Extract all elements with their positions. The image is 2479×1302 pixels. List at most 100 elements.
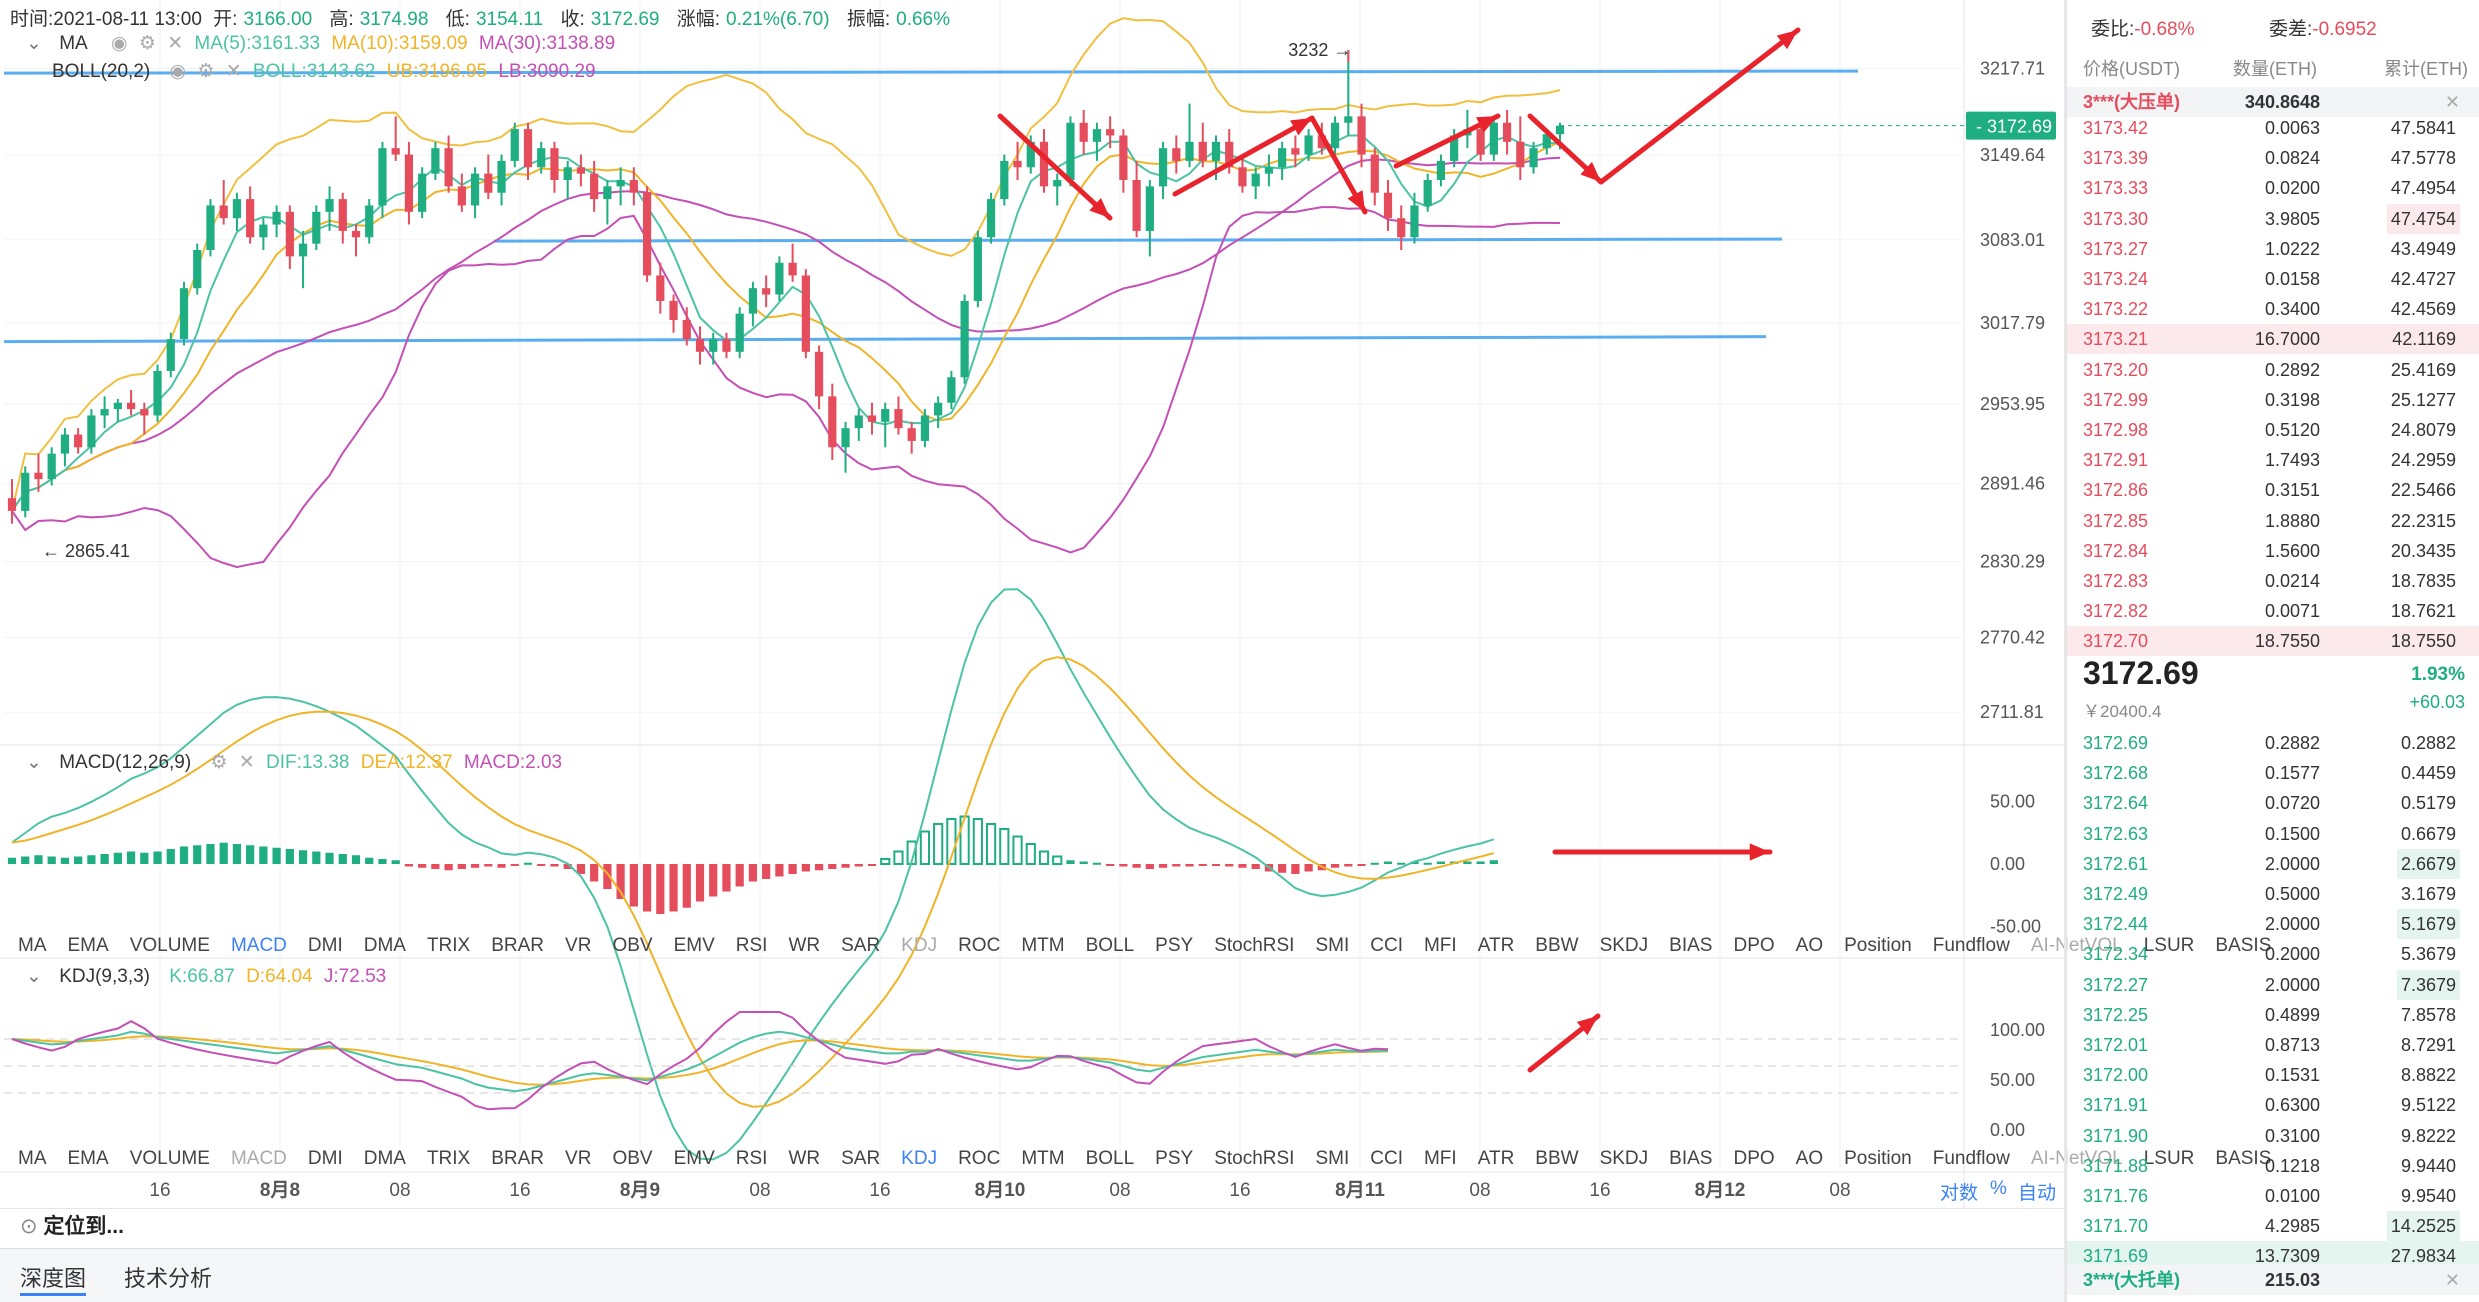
ask-row[interactable]: 3172.98 0.5120 24.8079 xyxy=(2067,415,2479,445)
ask-row[interactable]: 3173.24 0.0158 42.4727 xyxy=(2067,264,2479,294)
bid-row[interactable]: 3172.64 0.0720 0.5179 xyxy=(2067,788,2479,818)
indicator-tab-trix[interactable]: TRIX xyxy=(426,935,471,956)
ask-row[interactable]: 3173.20 0.2892 25.4169 xyxy=(2067,355,2479,385)
collapse-icon[interactable]: ⌄ xyxy=(26,33,42,54)
indicator-tab-basis[interactable]: BASIS xyxy=(2215,1148,2272,1169)
indicator-tab-vr[interactable]: VR xyxy=(565,1148,592,1169)
eye-icon[interactable]: ◉ xyxy=(169,61,187,82)
ask-wall-row[interactable]: 3***(大压单) 340.8648 ✕ xyxy=(2067,87,2479,117)
indicator-tab-dma[interactable]: DMA xyxy=(363,935,406,956)
bid-row[interactable]: 3171.70 4.2985 14.2525 xyxy=(2067,1211,2479,1242)
bid-row[interactable]: 3172.27 2.0000 7.3679 xyxy=(2067,969,2479,1000)
indicator-tab-ma[interactable]: MA xyxy=(18,1148,47,1169)
axis-option-log[interactable]: 对数 xyxy=(1940,1183,1979,1204)
indicator-tab-ema[interactable]: EMA xyxy=(67,935,109,956)
eye-icon[interactable]: ◉ xyxy=(110,33,128,54)
panel-divider[interactable] xyxy=(2064,0,2066,1302)
indicator-tab-lsur[interactable]: LSUR xyxy=(2143,1148,2195,1169)
indicator-tab-volume[interactable]: VOLUME xyxy=(129,935,210,956)
axis-option-percent[interactable]: % xyxy=(1990,1178,2007,1199)
indicator-tab-stochrsi[interactable]: StochRSI xyxy=(1214,1148,1295,1169)
indicator-tab-wr[interactable]: WR xyxy=(788,1148,821,1169)
bid-row[interactable]: 3171.88 0.1218 9.9440 xyxy=(2067,1151,2479,1181)
tab-depth-chart[interactable]: 深度图 xyxy=(20,1261,87,1296)
indicator-tab-dmi[interactable]: DMI xyxy=(307,935,343,956)
indicator-tab-psy[interactable]: PSY xyxy=(1155,935,1194,956)
indicator-tab-ai-netvol[interactable]: AI-NetVOL xyxy=(2030,935,2123,956)
indicator-tab-cci[interactable]: CCI xyxy=(1370,1148,1403,1169)
bid-row[interactable]: 3172.49 0.5000 3.1679 xyxy=(2067,879,2479,909)
indicator-tab-vr[interactable]: VR xyxy=(565,935,592,956)
indicator-tab-skdj[interactable]: SKDJ xyxy=(1599,1148,1649,1169)
indicator-tab-ai-netvol[interactable]: AI-NetVOL xyxy=(2030,1148,2123,1169)
close-icon[interactable]: ✕ xyxy=(2444,92,2460,112)
indicator-tab-psy[interactable]: PSY xyxy=(1155,1148,1194,1169)
axis-option-auto[interactable]: 自动 xyxy=(2018,1183,2057,1204)
indicator-tab-dma[interactable]: DMA xyxy=(363,1148,406,1169)
indicator-tab-macd[interactable]: MACD xyxy=(230,935,287,956)
bid-row[interactable]: 3172.00 0.1531 8.8822 xyxy=(2067,1060,2479,1090)
indicator-tab-ma[interactable]: MA xyxy=(18,935,47,956)
indicator-tab-fundflow[interactable]: Fundflow xyxy=(1932,935,2010,956)
ask-row[interactable]: 3172.99 0.3198 25.1277 xyxy=(2067,385,2479,415)
indicator-tab-bbw[interactable]: BBW xyxy=(1535,1148,1579,1169)
indicator-tab-stochrsi[interactable]: StochRSI xyxy=(1214,935,1295,956)
bid-row[interactable]: 3172.25 0.4899 7.8578 xyxy=(2067,1000,2479,1030)
ask-row[interactable]: 3172.82 0.0071 18.7621 xyxy=(2067,596,2479,626)
indicator-tab-mfi[interactable]: MFI xyxy=(1423,935,1457,956)
indicator-tab-kdj[interactable]: KDJ xyxy=(901,1148,938,1169)
indicator-tab-kdj[interactable]: KDJ xyxy=(901,935,938,956)
indicator-tab-emv[interactable]: EMV xyxy=(673,935,715,956)
indicator-tab-sar[interactable]: SAR xyxy=(841,1148,881,1169)
indicator-tab-volume[interactable]: VOLUME xyxy=(129,1148,210,1169)
ask-row[interactable]: 3173.39 0.0824 47.5778 xyxy=(2067,143,2479,173)
gear-icon[interactable]: ⚙ xyxy=(210,752,228,773)
indicator-tab-position[interactable]: Position xyxy=(1844,935,1912,956)
indicator-tab-atr[interactable]: ATR xyxy=(1477,935,1515,956)
indicator-tab-roc[interactable]: ROC xyxy=(958,1148,1001,1169)
ask-row[interactable]: 3173.22 0.3400 42.4569 xyxy=(2067,294,2479,324)
bid-wall-row[interactable]: 3***(大托单) 215.03 ✕ xyxy=(2067,1265,2479,1295)
indicator-tab-position[interactable]: Position xyxy=(1844,1148,1912,1169)
indicator-tab-macd[interactable]: MACD xyxy=(230,1148,287,1169)
close-icon[interactable]: ✕ xyxy=(167,33,184,54)
bid-row[interactable]: 3172.34 0.2000 5.3679 xyxy=(2067,939,2479,969)
gear-icon[interactable]: ⚙ xyxy=(138,33,156,54)
indicator-tab-dpo[interactable]: DPO xyxy=(1733,1148,1775,1169)
indicator-tab-smi[interactable]: SMI xyxy=(1315,1148,1350,1169)
kline-chart-svg[interactable]: 3217.71 3149.64 3083.01 3017.79 2953.95 2891.… xyxy=(0,0,2064,1302)
bid-row[interactable]: 3172.01 0.8713 8.7291 xyxy=(2067,1030,2479,1060)
indicator-tab-wr[interactable]: WR xyxy=(788,935,821,956)
indicator-tab-obv[interactable]: OBV xyxy=(612,1148,653,1169)
indicator-tab-skdj[interactable]: SKDJ xyxy=(1599,935,1649,956)
bid-row[interactable]: 3172.63 0.1500 0.6679 xyxy=(2067,819,2479,849)
bid-row[interactable]: 3171.91 0.6300 9.5122 xyxy=(2067,1090,2479,1120)
ask-row[interactable]: 3172.83 0.0214 18.7835 xyxy=(2067,566,2479,596)
indicator-tab-smi[interactable]: SMI xyxy=(1315,935,1350,956)
indicator-tab-emv[interactable]: EMV xyxy=(673,1148,715,1169)
indicator-tab-bbw[interactable]: BBW xyxy=(1535,935,1579,956)
ask-row[interactable]: 3173.42 0.0063 47.5841 xyxy=(2067,113,2479,143)
indicator-tab-lsur[interactable]: LSUR xyxy=(2143,935,2195,956)
collapse-icon[interactable]: ⌄ xyxy=(26,966,42,987)
collapse-icon[interactable]: ⌄ xyxy=(26,752,42,773)
indicator-tab-dpo[interactable]: DPO xyxy=(1733,935,1775,956)
indicator-tab-ao[interactable]: AO xyxy=(1795,1148,1824,1169)
ask-row[interactable]: 3172.86 0.3151 22.5466 xyxy=(2067,475,2479,505)
indicator-tab-fundflow[interactable]: Fundflow xyxy=(1932,1148,2010,1169)
ask-row[interactable]: 3172.91 1.7493 24.2959 xyxy=(2067,445,2479,475)
indicator-tab-sar[interactable]: SAR xyxy=(841,935,881,956)
close-icon[interactable]: ✕ xyxy=(2444,1270,2460,1290)
indicator-tab-mfi[interactable]: MFI xyxy=(1423,1148,1457,1169)
ask-row[interactable]: 3173.33 0.0200 47.4954 xyxy=(2067,173,2479,203)
indicator-tab-rsi[interactable]: RSI xyxy=(735,935,768,956)
indicator-tab-boll[interactable]: BOLL xyxy=(1085,1148,1135,1169)
indicator-tab-cci[interactable]: CCI xyxy=(1370,935,1403,956)
indicator-tab-ema[interactable]: EMA xyxy=(67,1148,109,1169)
locate-button[interactable]: ⊙ 定位到... xyxy=(20,1210,124,1240)
indicator-tab-mtm[interactable]: MTM xyxy=(1021,935,1065,956)
tab-technical-analysis[interactable]: 技术分析 xyxy=(124,1266,213,1291)
bid-row[interactable]: 3172.68 0.1577 0.4459 xyxy=(2067,758,2479,788)
indicator-tab-ao[interactable]: AO xyxy=(1795,935,1824,956)
indicator-tab-brar[interactable]: BRAR xyxy=(491,1148,545,1169)
